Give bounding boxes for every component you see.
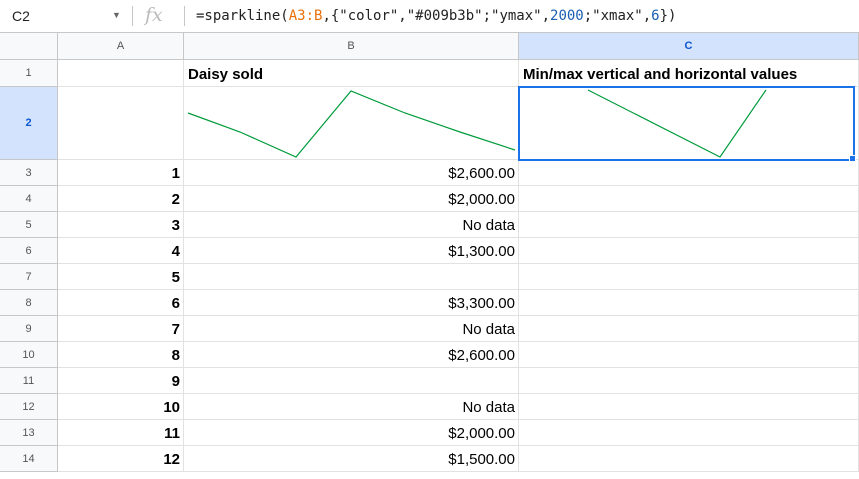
cell: No data [184, 212, 519, 238]
fx-icon: fx [145, 4, 163, 26]
cell [519, 446, 859, 472]
cell [519, 290, 859, 316]
column-header: B [184, 33, 519, 60]
cell: 11 [58, 420, 184, 446]
formula-token: }) [659, 8, 677, 24]
formula-input[interactable]: =sparkline(A3:B,{"color","#009b3b";"ymax… [196, 8, 676, 24]
row-header: 14 [0, 446, 58, 472]
formula-token: ,{"color","#009b3b";"ymax", [322, 8, 551, 24]
cell [519, 160, 859, 186]
separator [132, 6, 133, 26]
row-header: 12 [0, 394, 58, 420]
cell: 9 [58, 368, 184, 394]
formula-token: A3:B [288, 8, 323, 24]
corner [0, 33, 58, 60]
cell: $2,000.00 [184, 186, 519, 212]
cell [184, 264, 519, 290]
cell: No data [184, 394, 519, 420]
row-header: 8 [0, 290, 58, 316]
row-header: 7 [0, 264, 58, 290]
name-box-dropdown[interactable]: ▼ [112, 10, 121, 20]
fill-handle[interactable] [849, 155, 856, 162]
cell [519, 368, 859, 394]
cell [58, 87, 184, 160]
separator [184, 6, 185, 26]
cell [184, 368, 519, 394]
row-header: 2 [0, 87, 58, 160]
formula-token: 6 [651, 8, 660, 24]
cell: $1,300.00 [184, 238, 519, 264]
cell [519, 342, 859, 368]
cell: 2 [58, 186, 184, 212]
row-header: 9 [0, 316, 58, 342]
row-header: 4 [0, 186, 58, 212]
cell [519, 420, 859, 446]
row-header: 10 [0, 342, 58, 368]
formula-bar: C2 ▼ fx =sparkline(A3:B,{"color","#009b3… [0, 0, 859, 33]
row-header: 13 [0, 420, 58, 446]
sparkline [587, 89, 767, 158]
cell: 1 [58, 160, 184, 186]
formula-token: ;"xmax", [583, 8, 652, 24]
cell: 10 [58, 394, 184, 420]
cell: 6 [58, 290, 184, 316]
cell [519, 212, 859, 238]
cell: 8 [58, 342, 184, 368]
cell [519, 394, 859, 420]
column-header: A [58, 33, 184, 60]
cell: 5 [58, 264, 184, 290]
row-header: 6 [0, 238, 58, 264]
cell: $2,600.00 [184, 160, 519, 186]
cell: Min/max vertical and horizontal values [519, 60, 859, 87]
row-header: 11 [0, 368, 58, 394]
cell: 12 [58, 446, 184, 472]
cell: $3,300.00 [184, 290, 519, 316]
formula-token: =sparkline( [196, 8, 289, 24]
cell [519, 316, 859, 342]
name-box[interactable]: C2 [12, 8, 30, 24]
sparkline [187, 90, 516, 158]
cell [519, 238, 859, 264]
sparkline-line [187, 90, 516, 158]
cell [519, 186, 859, 212]
cell [519, 264, 859, 290]
cell: No data [184, 316, 519, 342]
column-header: C [519, 33, 859, 60]
cell: $2,000.00 [184, 420, 519, 446]
cell: $1,500.00 [184, 446, 519, 472]
row-header: 5 [0, 212, 58, 238]
row-header: 1 [0, 60, 58, 87]
sparkline-line [587, 89, 767, 158]
cell: 3 [58, 212, 184, 238]
cell: 4 [58, 238, 184, 264]
cell: 7 [58, 316, 184, 342]
cell [58, 60, 184, 87]
row-header: 3 [0, 160, 58, 186]
cell: Daisy sold [184, 60, 519, 87]
cell: $2,600.00 [184, 342, 519, 368]
formula-token: 2000 [550, 8, 584, 24]
